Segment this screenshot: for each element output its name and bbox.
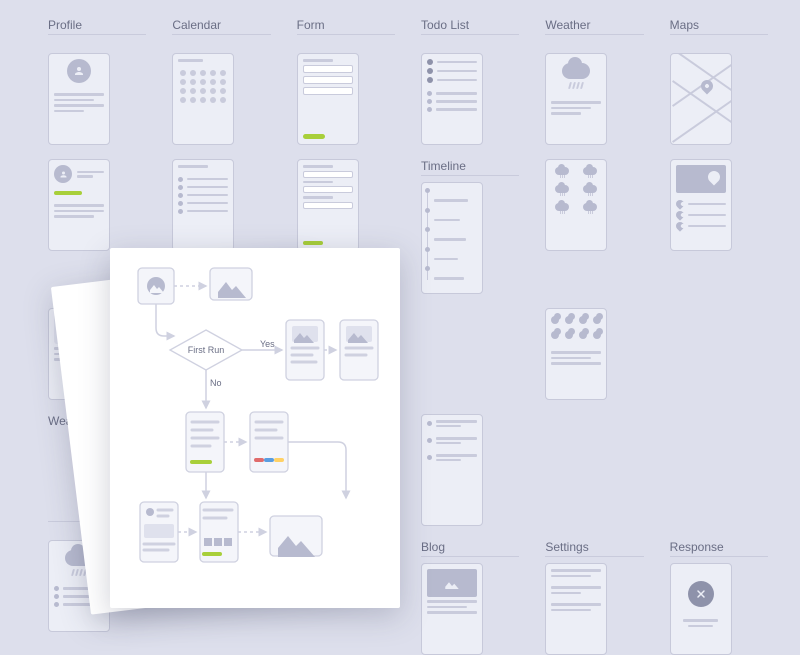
image-placeholder-icon xyxy=(427,569,477,597)
card-profile-1 xyxy=(48,53,110,145)
map-pin-icon xyxy=(698,78,715,95)
cloud-icon xyxy=(562,63,590,79)
col-label-blog: Blog xyxy=(421,540,519,557)
col-label-weather: Weather xyxy=(545,18,643,35)
col-label-todo: Todo List xyxy=(421,18,519,35)
map-header-image xyxy=(676,165,726,193)
map-pin-icon xyxy=(674,220,685,231)
card-weather-1 xyxy=(545,53,607,145)
card-todo-1 xyxy=(421,53,483,145)
card-calendar-2 xyxy=(172,159,234,251)
col-label-form: Form xyxy=(297,18,395,35)
card-settings-1 xyxy=(545,563,607,655)
card-form-1 xyxy=(297,53,359,145)
col-label-settings: Settings xyxy=(545,540,643,557)
map-pin-icon xyxy=(705,169,722,186)
map-pin-icon xyxy=(674,209,685,220)
card-timeline-1 xyxy=(421,182,483,294)
col-label-profile: Profile xyxy=(48,18,146,35)
col-label-calendar: Calendar xyxy=(172,18,270,35)
avatar-icon xyxy=(54,165,72,183)
card-calendar-1 xyxy=(172,53,234,145)
calendar-dots xyxy=(178,68,228,105)
card-weather-3 xyxy=(545,308,607,400)
yes-label: Yes xyxy=(260,339,275,349)
decision-label: First Run xyxy=(188,345,225,355)
error-icon xyxy=(688,581,714,607)
card-form-2 xyxy=(297,159,359,251)
col-label-response: Response xyxy=(670,540,768,557)
no-label: No xyxy=(210,378,222,388)
card-maps-2 xyxy=(670,159,732,251)
card-response-1 xyxy=(670,563,732,655)
card-profile-2 xyxy=(48,159,110,251)
card-timeline-2 xyxy=(421,414,483,526)
card-maps-1 xyxy=(670,53,732,145)
card-blog-1 xyxy=(421,563,483,655)
map-pin-icon xyxy=(674,198,685,209)
col-label-maps: Maps xyxy=(670,18,768,35)
flowchart-paper-front: First Run Yes No xyxy=(110,248,400,608)
col-label-timeline: Timeline xyxy=(421,159,519,176)
card-weather-2 xyxy=(545,159,607,251)
avatar-icon xyxy=(67,59,91,83)
